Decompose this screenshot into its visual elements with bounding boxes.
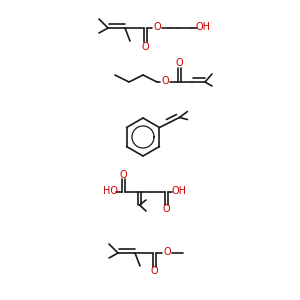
Text: O: O [161, 76, 169, 86]
Text: O: O [163, 204, 170, 214]
Text: O: O [176, 58, 183, 68]
Text: OH: OH [196, 22, 211, 32]
Text: O: O [142, 42, 149, 52]
Text: O: O [153, 22, 161, 32]
Text: O: O [120, 170, 127, 180]
Text: OH: OH [172, 186, 187, 196]
Text: HO: HO [103, 186, 118, 196]
Text: O: O [151, 266, 158, 276]
Text: O: O [163, 247, 171, 257]
